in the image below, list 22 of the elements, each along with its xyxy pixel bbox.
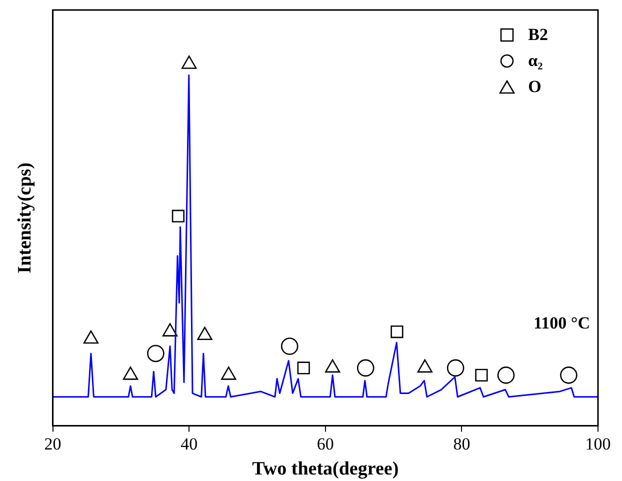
x-tick-label: 40 (180, 434, 198, 454)
point (560, 366, 578, 384)
point (497, 366, 515, 384)
point (446, 359, 464, 377)
legend-label: B2 (528, 25, 548, 45)
annotation: 1100 °C (534, 313, 590, 332)
point (147, 344, 164, 362)
x-tick-label: 80 (453, 434, 470, 454)
point (182, 56, 197, 69)
x-tick-label: 20 (44, 434, 62, 454)
legend-label: O (528, 77, 542, 97)
x-tick-label: 100 (585, 434, 611, 454)
x-tick-label: 60 (316, 434, 334, 454)
point (356, 359, 374, 377)
y-axis-title: Intensity(cps) (14, 162, 36, 274)
point (172, 210, 185, 222)
x-axis-title: Two theta(degree) (252, 458, 399, 480)
point (390, 325, 404, 338)
point (297, 362, 310, 374)
point (280, 338, 298, 355)
legend-label: α₂ (528, 51, 543, 71)
point (475, 368, 488, 382)
